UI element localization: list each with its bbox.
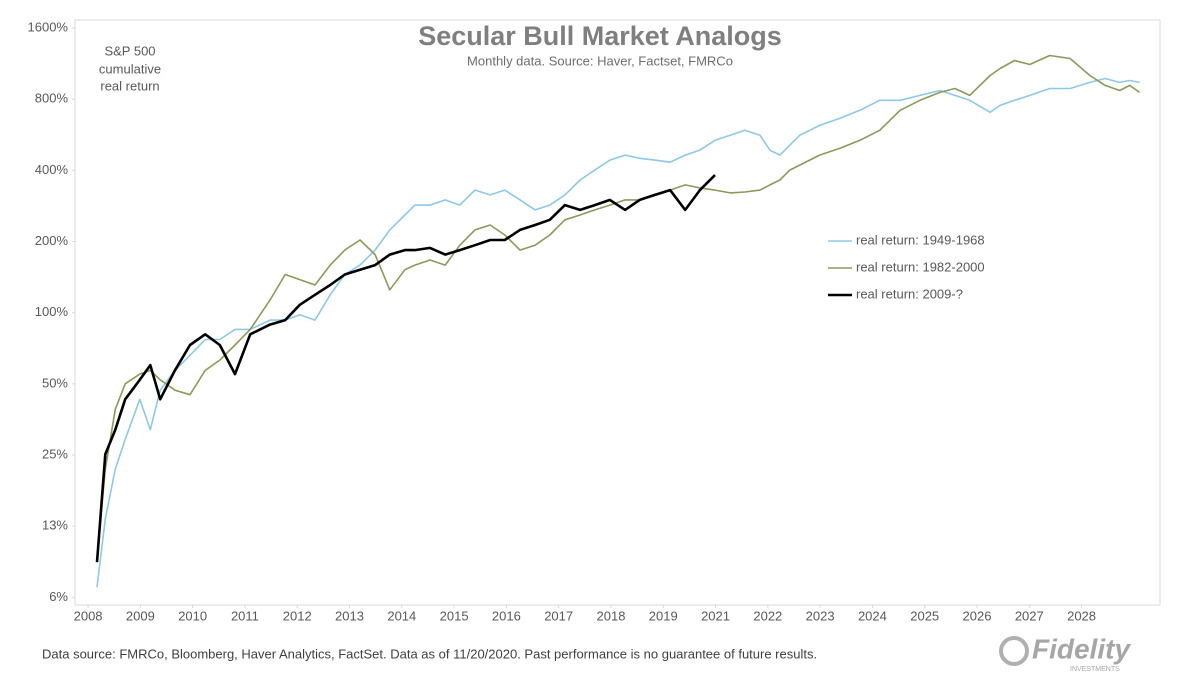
legend-label: real return: 1949-1968 bbox=[856, 232, 985, 247]
legend-label: real return: 1982-2000 bbox=[856, 259, 985, 274]
x-tick-label: 2022 bbox=[753, 608, 782, 623]
x-tick-label: 2023 bbox=[806, 608, 835, 623]
x-tick-label: 2008 bbox=[74, 608, 103, 623]
x-tick-label: 2021 bbox=[701, 608, 730, 623]
x-tick-label: 2014 bbox=[387, 608, 416, 623]
y-tick-label: 6% bbox=[49, 589, 68, 604]
chart-subtitle: Monthly data. Source: Haver, Factset, FM… bbox=[467, 53, 733, 68]
series-line bbox=[96, 77, 1140, 588]
y-tick-label: 800% bbox=[35, 91, 69, 106]
legend-label: real return: 2009-? bbox=[856, 286, 963, 301]
x-tick-label: 2024 bbox=[858, 608, 887, 623]
x-tick-label: 2028 bbox=[1067, 608, 1096, 623]
y-tick-label: 13% bbox=[42, 518, 68, 533]
x-tick-label: 2017 bbox=[544, 608, 573, 623]
logo: Fidelity INVESTMENTS bbox=[999, 633, 1131, 673]
x-tick-label: 2027 bbox=[1015, 608, 1044, 623]
x-tick-label: 2013 bbox=[335, 608, 364, 623]
x-tick-label: 2025 bbox=[910, 608, 939, 623]
x-tick-label: 2018 bbox=[597, 608, 626, 623]
x-tick-label: 2016 bbox=[492, 608, 521, 623]
y-tick-label: 100% bbox=[35, 304, 69, 319]
chart-title: Secular Bull Market Analogs bbox=[418, 21, 782, 51]
series-line bbox=[96, 54, 1141, 559]
y-annotation: cumulative bbox=[99, 61, 161, 76]
logo-tagline: INVESTMENTS bbox=[1070, 666, 1120, 673]
y-tick-label: 1600% bbox=[28, 19, 69, 34]
y-tick-label: 50% bbox=[42, 375, 68, 390]
x-tick-label: 2011 bbox=[231, 608, 259, 623]
x-tick-label: 2010 bbox=[178, 608, 207, 623]
x-tick-label: 2012 bbox=[283, 608, 312, 623]
y-tick-label: 25% bbox=[42, 446, 68, 461]
y-annotation: real return bbox=[100, 78, 159, 93]
y-annotation: S&P 500 bbox=[104, 43, 155, 58]
series-line bbox=[95, 174, 716, 563]
x-tick-label: 2026 bbox=[963, 608, 992, 623]
footnote: Data source: FMRCo, Bloomberg, Haver Ana… bbox=[42, 646, 817, 661]
logo-icon bbox=[999, 636, 1029, 666]
y-tick-label: 400% bbox=[35, 162, 69, 177]
y-tick-label: 200% bbox=[35, 233, 69, 248]
x-tick-label: 2015 bbox=[440, 608, 469, 623]
logo-name: Fidelity bbox=[1032, 633, 1131, 664]
x-tick-label: 2019 bbox=[649, 608, 678, 623]
x-tick-label: 2009 bbox=[126, 608, 155, 623]
